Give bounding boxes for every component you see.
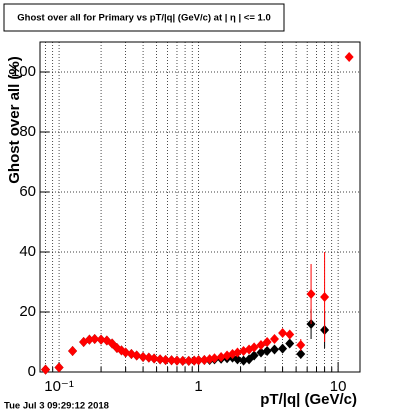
- data-point: [320, 292, 330, 302]
- data-point: [167, 355, 177, 366]
- data-point: [249, 342, 259, 353]
- data-point: [249, 350, 259, 361]
- data-point: [344, 52, 354, 62]
- data-point: [232, 354, 242, 365]
- data-point: [155, 354, 165, 365]
- data-point: [296, 349, 306, 359]
- chart-title: Ghost over all for Primary vs pT/|q| (Ge…: [17, 13, 271, 24]
- data-point: [216, 352, 226, 362]
- data-point: [149, 353, 159, 364]
- data-point: [194, 355, 204, 366]
- data-point: [161, 355, 171, 365]
- data-point: [132, 350, 142, 361]
- data-point: [278, 328, 288, 338]
- data-point: [84, 334, 94, 345]
- data-point: [178, 355, 188, 366]
- data-point: [256, 347, 266, 358]
- data-point: [296, 340, 306, 350]
- footer: Tue Jul 3 09:29:12 2018: [4, 401, 109, 412]
- x-tick-label: 10: [330, 378, 347, 395]
- data-point: [306, 289, 316, 299]
- y-tick-label: 100: [11, 63, 36, 80]
- y-tick-label: 0: [28, 363, 36, 380]
- data-point: [172, 355, 182, 366]
- data-point: [41, 364, 51, 375]
- data-point: [285, 329, 295, 340]
- y-tick-label: 80: [19, 123, 36, 140]
- data-point: [270, 334, 280, 344]
- x-axis-label: pT/|q| (GeV/c): [260, 391, 357, 408]
- x-tick-label: 1: [194, 378, 202, 395]
- y-tick-label: 40: [19, 243, 36, 260]
- data-point: [54, 362, 64, 373]
- data-point: [270, 344, 280, 355]
- y-axis-label: Ghost over all (%): [6, 56, 23, 184]
- y-tick-label: 20: [19, 303, 36, 320]
- y-tick-label: 60: [19, 183, 36, 200]
- title-box: [3, 3, 285, 32]
- data-point: [262, 337, 272, 347]
- data-point: [278, 343, 288, 354]
- data-point: [68, 346, 78, 356]
- data-point: [90, 334, 100, 344]
- data-point: [285, 338, 295, 349]
- data-point: [232, 347, 242, 358]
- data-point: [209, 353, 219, 364]
- x-tick-label: 10⁻¹: [44, 378, 74, 395]
- plot-frame: [39, 41, 361, 373]
- data-point: [138, 352, 148, 362]
- data-point: [184, 355, 194, 366]
- data-point: [262, 346, 272, 356]
- data-point: [96, 334, 106, 345]
